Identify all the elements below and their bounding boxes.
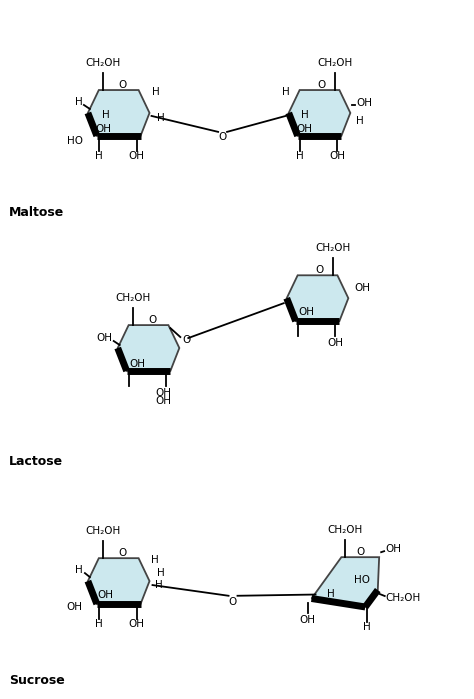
Text: H: H	[75, 97, 83, 107]
Text: O: O	[182, 335, 191, 345]
Text: Maltose: Maltose	[9, 206, 64, 219]
Text: H: H	[151, 555, 158, 565]
Text: OH: OH	[354, 283, 370, 294]
Polygon shape	[88, 559, 149, 604]
Text: O: O	[356, 547, 365, 557]
Text: OH: OH	[155, 396, 172, 406]
Text: CH₂OH: CH₂OH	[115, 293, 150, 303]
Text: OH: OH	[385, 545, 401, 554]
Text: OH: OH	[129, 359, 146, 369]
Text: Lactose: Lactose	[9, 455, 64, 468]
Text: O: O	[318, 80, 326, 90]
Text: H: H	[356, 116, 364, 126]
Polygon shape	[88, 90, 149, 136]
Text: H: H	[301, 110, 309, 120]
Text: OH: OH	[97, 333, 113, 343]
Text: H: H	[95, 619, 103, 629]
Text: H: H	[153, 87, 160, 97]
Text: OH: OH	[155, 388, 172, 398]
Text: H: H	[157, 113, 165, 123]
Text: H: H	[296, 151, 303, 161]
Polygon shape	[289, 90, 350, 136]
Polygon shape	[118, 325, 179, 371]
Text: HO: HO	[67, 136, 83, 146]
Text: CH₂OH: CH₂OH	[316, 243, 351, 253]
Text: O: O	[228, 597, 237, 607]
Text: H: H	[157, 568, 165, 578]
Text: OH: OH	[356, 98, 372, 108]
Text: H: H	[364, 622, 371, 632]
Text: HO: HO	[354, 575, 370, 585]
Text: OH: OH	[300, 615, 316, 626]
Text: O: O	[148, 315, 156, 325]
Text: CH₂OH: CH₂OH	[328, 525, 363, 535]
Text: CH₂OH: CH₂OH	[386, 593, 421, 603]
Text: H: H	[155, 580, 163, 590]
Text: CH₂OH: CH₂OH	[85, 526, 120, 536]
Text: OH: OH	[66, 602, 82, 612]
Text: OH: OH	[328, 338, 344, 348]
Text: O: O	[118, 548, 127, 559]
Text: O: O	[315, 266, 324, 275]
Text: Sucrose: Sucrose	[9, 674, 65, 687]
Text: CH₂OH: CH₂OH	[85, 58, 120, 68]
Text: OH: OH	[297, 124, 313, 134]
Text: OH: OH	[96, 124, 112, 134]
Polygon shape	[311, 557, 379, 607]
Polygon shape	[287, 275, 348, 321]
Text: OH: OH	[329, 151, 346, 161]
Text: OH: OH	[299, 307, 315, 317]
Text: O: O	[118, 80, 127, 90]
Text: CH₂OH: CH₂OH	[318, 58, 353, 68]
Text: H: H	[95, 151, 103, 161]
Text: H: H	[282, 87, 290, 97]
Text: H: H	[328, 589, 335, 598]
Text: O: O	[218, 132, 226, 142]
Text: H: H	[102, 110, 109, 120]
Text: H: H	[75, 565, 83, 575]
Text: OH: OH	[128, 619, 145, 629]
Text: OH: OH	[128, 151, 145, 161]
Text: OH: OH	[98, 590, 114, 600]
